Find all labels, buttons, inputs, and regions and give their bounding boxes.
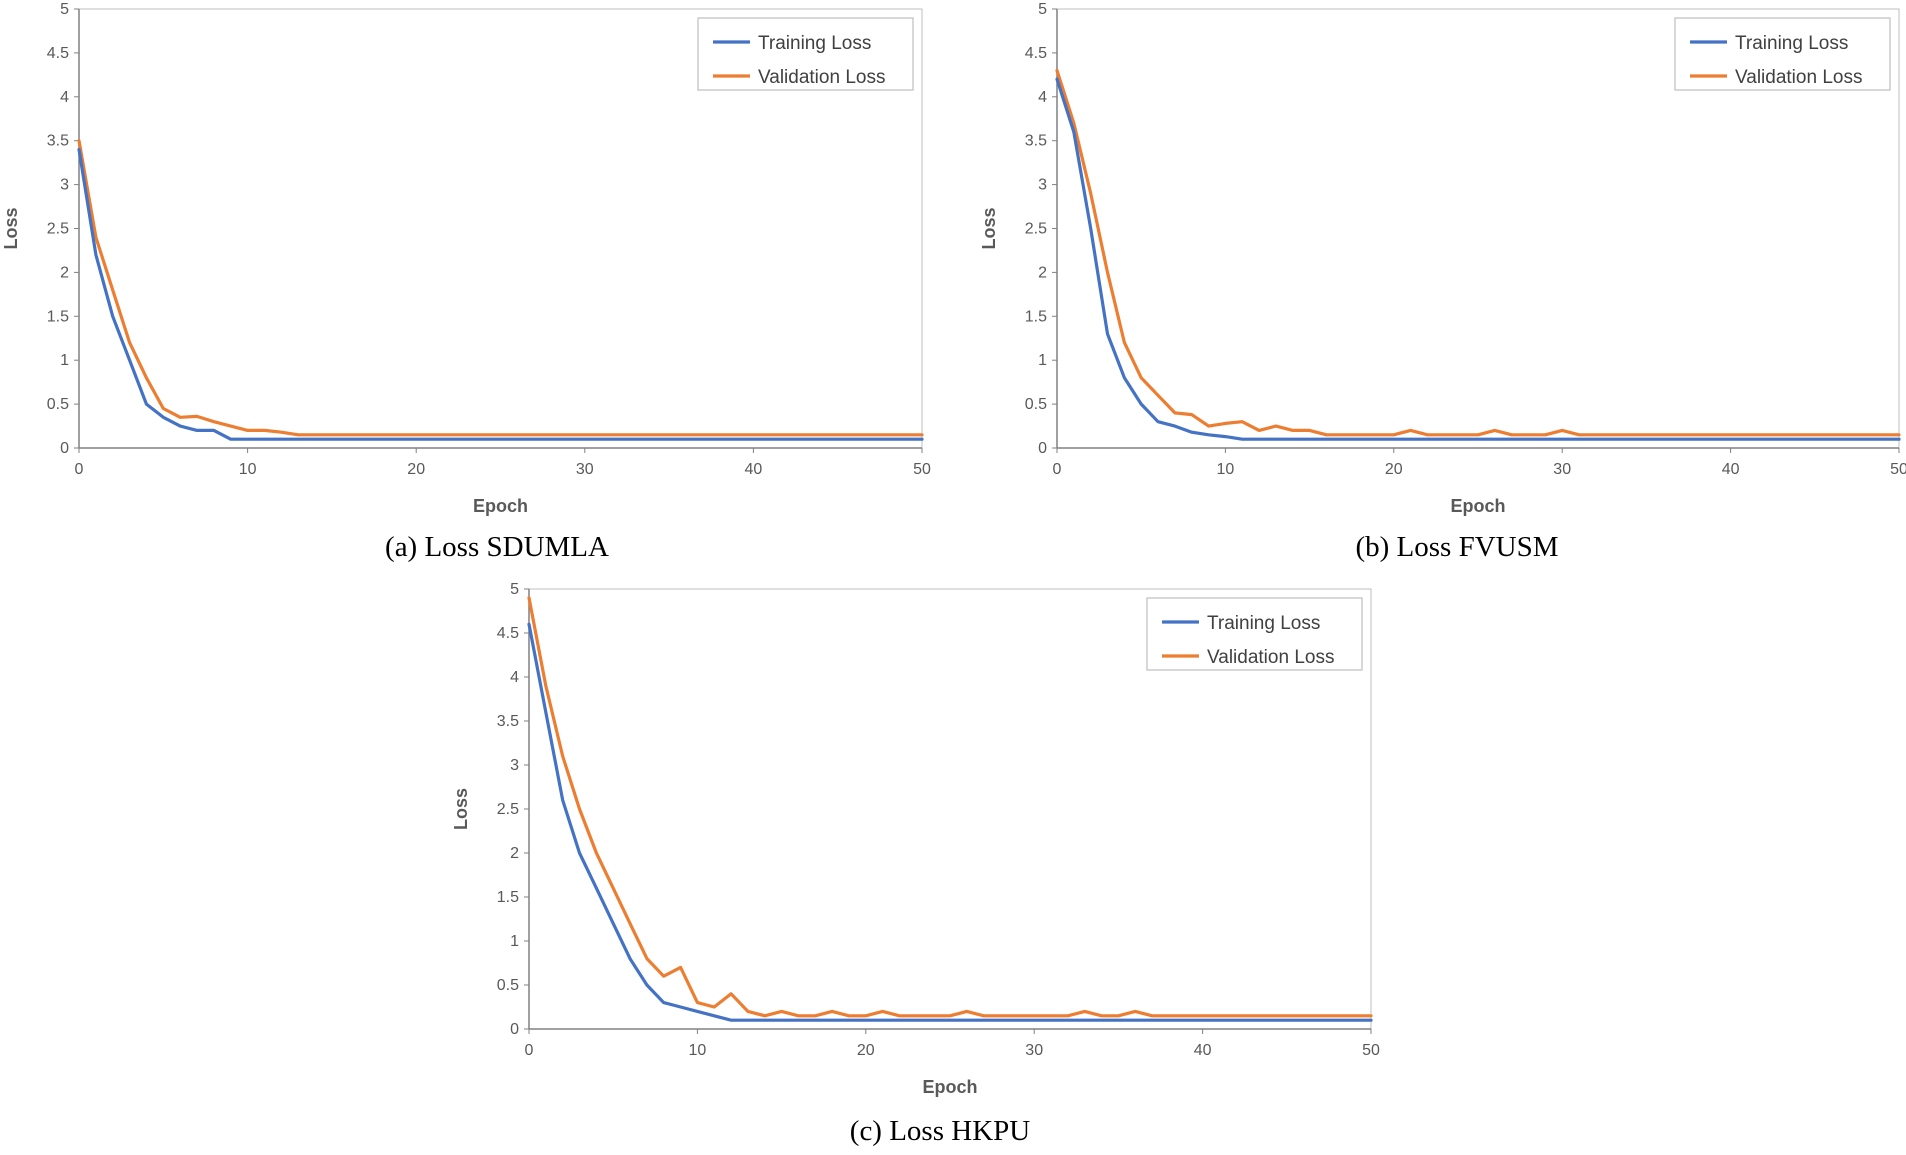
y-tick-label: 2 [510, 845, 519, 862]
y-tick-label: 4 [510, 669, 519, 686]
legend-validation-label: Validation Loss [1735, 67, 1862, 88]
legend-validation-label: Validation Loss [1207, 647, 1334, 668]
x-tick-label: 40 [745, 461, 763, 478]
legend-box [1674, 17, 1891, 91]
y-tick-label: 1 [510, 933, 519, 950]
y-tick-label: 3 [1038, 177, 1047, 194]
x-tick-label: 40 [1194, 1042, 1212, 1059]
x-axis-title: Epoch [1450, 496, 1505, 516]
training-loss-line [1055, 77, 1901, 441]
x-tick-label: 30 [1025, 1042, 1043, 1059]
y-tick-label: 1.5 [1025, 308, 1047, 325]
x-tick-label: 50 [1362, 1042, 1380, 1059]
legend-box [1146, 597, 1363, 671]
x-tick-label: 20 [407, 461, 425, 478]
y-tick-label: 0 [1038, 440, 1047, 457]
x-tick-label: 20 [1385, 461, 1403, 478]
legend: Training Loss Validation Loss [1146, 597, 1363, 671]
legend: Training Loss Validation Loss [1674, 17, 1891, 91]
validation-loss-line [527, 596, 1373, 1018]
y-tick-label: 0 [60, 440, 69, 457]
y-tick-label: 5 [510, 581, 519, 598]
y-tick-label: 0.5 [1025, 396, 1047, 413]
legend-training-label: Training Loss [1735, 33, 1848, 54]
x-axis-title: Epoch [473, 496, 528, 516]
y-tick-label: 2.5 [497, 801, 519, 818]
y-tick-label: 4.5 [47, 45, 69, 62]
chart-loss-sdumla: 00.511.522.533.544.550 10 20 30 40 50EpochLos… [1, 1, 931, 563]
x-tick-label: 0 [75, 461, 84, 478]
y-axis-title: Loss [451, 788, 471, 830]
legend-training-label: Training Loss [1207, 613, 1320, 634]
training-loss-line [527, 622, 1373, 1022]
y-tick-label: 4.5 [1025, 45, 1047, 62]
y-tick-label: 2 [60, 264, 69, 281]
legend-validation-label: Validation Loss [758, 67, 885, 88]
x-tick-label: 10 [689, 1042, 707, 1059]
y-tick-label: 3.5 [1025, 133, 1047, 150]
y-tick-label: 1 [60, 352, 69, 369]
x-tick-label: 20 [857, 1042, 875, 1059]
legend: Training Loss Validation Loss [697, 17, 914, 91]
chart-loss-fvusm: 00.511.522.533.544.550 10 20 30 40 50EpochLos… [979, 1, 1906, 563]
y-tick-label: 4.5 [497, 625, 519, 642]
y-tick-label: 0.5 [497, 977, 519, 994]
x-tick-label: 0 [1053, 461, 1062, 478]
y-tick-label: 3 [60, 177, 69, 194]
x-tick-label: 10 [1217, 461, 1235, 478]
x-tick-label: 0 [525, 1042, 534, 1059]
y-axis-title: Loss [1, 207, 21, 249]
y-tick-label: 2.5 [47, 221, 69, 238]
y-tick-label: 3 [510, 757, 519, 774]
figure-caption: (c) Loss HKPU [850, 1115, 1030, 1147]
y-axis-title: Loss [979, 207, 999, 249]
y-tick-label: 2.5 [1025, 221, 1047, 238]
figure-caption: (b) Loss FVUSM [1355, 531, 1558, 563]
figure-caption: (a) Loss SDUMLA [385, 531, 609, 563]
x-axis-title: Epoch [922, 1077, 977, 1097]
y-tick-label: 2 [1038, 264, 1047, 281]
x-tick-label: 30 [1553, 461, 1571, 478]
y-tick-label: 3.5 [47, 133, 69, 150]
legend-box [697, 17, 914, 91]
validation-loss-line [1055, 68, 1901, 437]
legend-training-label: Training Loss [758, 33, 871, 54]
training-loss-line [77, 147, 924, 441]
y-tick-label: 5 [60, 1, 69, 18]
x-tick-label: 50 [1890, 461, 1906, 478]
chart-loss-hkpu: 00.511.522.533.544.550 10 20 30 40 50EpochLos… [451, 581, 1380, 1147]
y-tick-label: 1 [1038, 352, 1047, 369]
y-tick-label: 4 [1038, 89, 1047, 106]
validation-loss-line [77, 139, 924, 437]
x-tick-label: 30 [576, 461, 594, 478]
y-tick-label: 5 [1038, 1, 1047, 18]
y-tick-label: 0 [510, 1021, 519, 1038]
y-tick-label: 1.5 [497, 889, 519, 906]
y-tick-label: 1.5 [47, 308, 69, 325]
y-tick-label: 3.5 [497, 713, 519, 730]
x-tick-label: 40 [1722, 461, 1740, 478]
x-tick-label: 50 [913, 461, 931, 478]
y-tick-label: 4 [60, 89, 69, 106]
y-tick-label: 0.5 [47, 396, 69, 413]
x-tick-label: 10 [239, 461, 257, 478]
